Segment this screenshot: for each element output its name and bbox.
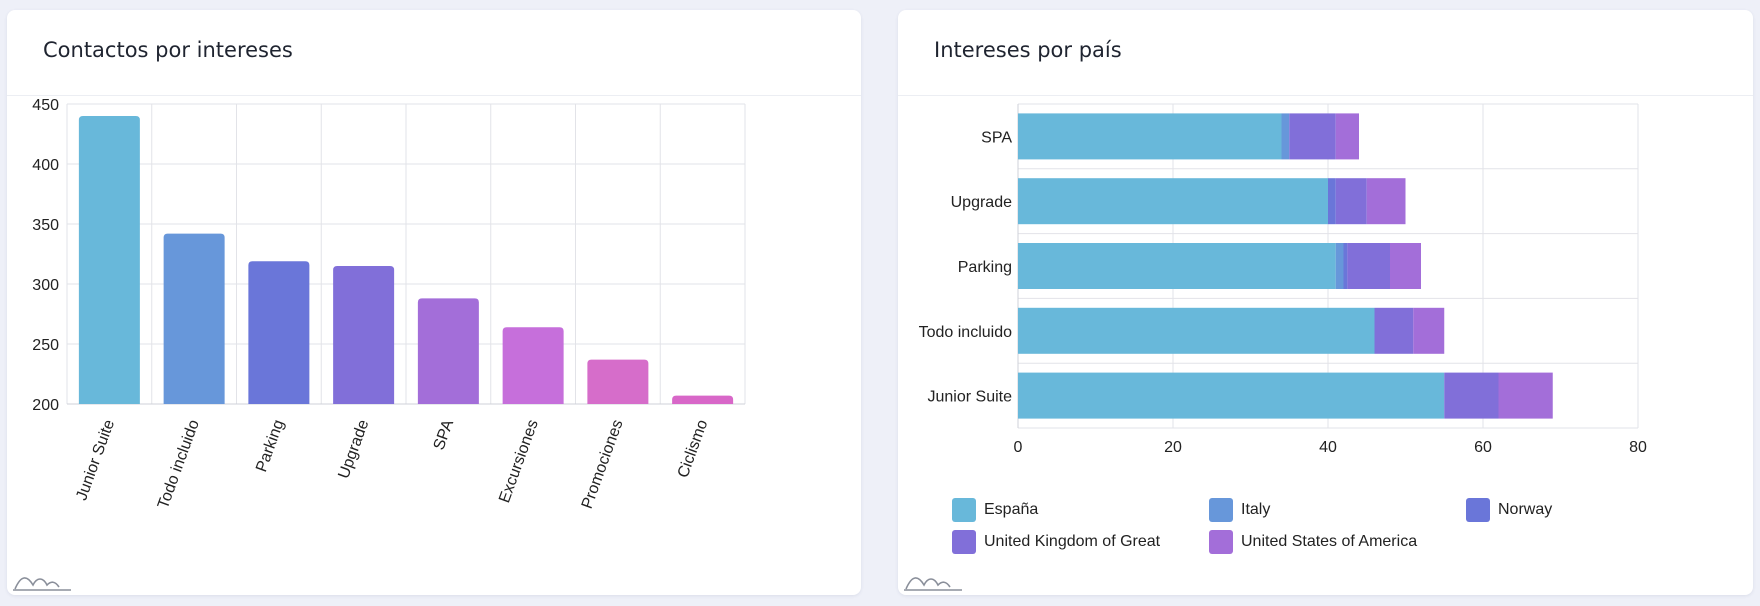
bar-segment[interactable] xyxy=(1366,178,1406,225)
legend-item[interactable]: Norway xyxy=(1466,498,1552,522)
x-tick-label: Excursiones xyxy=(496,418,542,506)
bar-segment[interactable] xyxy=(1018,178,1328,225)
x-tick-label: Junior Suite xyxy=(73,417,118,502)
bar-segment[interactable] xyxy=(1444,372,1499,419)
legend-label: España xyxy=(984,501,1039,518)
card-header xyxy=(7,10,861,96)
y-tick-label: Parking xyxy=(958,259,1012,276)
card-header xyxy=(898,10,1753,96)
x-tick-label: Parking xyxy=(253,418,288,475)
brand-logo-icon xyxy=(13,577,71,591)
contacts-bar-chart: 200 250 300 350 400 450 Junior Suite Todo inclu… xyxy=(32,97,746,512)
bar-segment[interactable] xyxy=(1413,307,1445,354)
y-tick-label: 400 xyxy=(32,157,59,174)
legend-label: Norway xyxy=(1498,501,1553,518)
x-tick-label: 40 xyxy=(1319,439,1337,456)
legend-swatch xyxy=(952,530,976,554)
bar-segment[interactable] xyxy=(1374,307,1414,354)
bar-segment[interactable] xyxy=(1281,113,1290,160)
y-tick-label: 350 xyxy=(32,217,59,234)
contacts-by-interest-card: Contactos por intereses 200 250 300 350 400 4… xyxy=(7,10,861,595)
legend-swatch xyxy=(1209,530,1233,554)
legend-label: Italy xyxy=(1241,501,1271,518)
bar[interactable] xyxy=(672,395,734,404)
x-tick-label: 20 xyxy=(1164,439,1182,456)
bar-segment[interactable] xyxy=(1498,372,1553,419)
bar-segment[interactable] xyxy=(1328,178,1336,225)
y-tick-label: Junior Suite xyxy=(928,389,1013,406)
legend-swatch xyxy=(952,498,976,522)
y-tick-label: 300 xyxy=(32,277,59,294)
bar-segment[interactable] xyxy=(1335,113,1359,160)
brand-logo-icon xyxy=(904,577,962,591)
bar-segment[interactable] xyxy=(1018,243,1336,289)
x-tick-label: 60 xyxy=(1474,439,1492,456)
y-tick-label: 450 xyxy=(32,97,59,114)
bar-segment[interactable] xyxy=(1390,243,1421,289)
panel-title: Intereses por país xyxy=(934,38,1122,62)
bar-segment[interactable] xyxy=(1347,243,1390,289)
interests-stacked-bar-chart: 0 20 40 60 80 SPA Upgrade Parking Todo incluido J… xyxy=(919,103,1647,456)
bar[interactable] xyxy=(417,298,479,404)
legend-item[interactable]: United States of America xyxy=(1209,530,1417,554)
x-tick-label: SPA xyxy=(431,417,458,452)
bar[interactable] xyxy=(333,266,395,404)
legend-item[interactable]: United Kingdom of Great xyxy=(952,530,1160,554)
interests-by-country-card: Intereses por país 0 20 40 60 80 SPA Upgrade Pa… xyxy=(898,10,1753,595)
bar-segment[interactable] xyxy=(1018,307,1375,354)
legend-label: United Kingdom of Great xyxy=(984,533,1161,550)
panel-title: Contactos por intereses xyxy=(43,38,293,62)
bar[interactable] xyxy=(163,233,225,404)
x-tick-label: Upgrade xyxy=(335,417,372,481)
bar-segment[interactable] xyxy=(1335,178,1367,225)
legend-item[interactable]: España xyxy=(952,498,1038,522)
y-tick-label: Todo incluido xyxy=(919,324,1013,341)
y-tick-label: SPA xyxy=(981,129,1012,146)
y-tick-label: 250 xyxy=(32,337,59,354)
bar[interactable] xyxy=(502,327,564,404)
bar-segment[interactable] xyxy=(1018,372,1445,419)
x-tick-label: Promociones xyxy=(579,418,627,512)
bar-segment[interactable] xyxy=(1289,113,1336,160)
y-tick-label: 200 xyxy=(32,397,59,414)
bar-segment[interactable] xyxy=(1335,243,1344,289)
bar[interactable] xyxy=(587,359,649,404)
bar[interactable] xyxy=(78,116,140,404)
y-tick-label: Upgrade xyxy=(951,194,1012,211)
x-tick-label: 0 xyxy=(1014,439,1023,456)
bar[interactable] xyxy=(248,261,310,404)
x-tick-label: Ciclismo xyxy=(675,417,712,480)
x-tick-label: Todo incluido xyxy=(155,417,203,511)
legend-swatch xyxy=(1209,498,1233,522)
legend-item[interactable]: Italy xyxy=(1209,498,1270,522)
legend-label: United States of America xyxy=(1241,533,1418,550)
bar-segment[interactable] xyxy=(1018,113,1282,160)
legend-swatch xyxy=(1466,498,1490,522)
bar-segment[interactable] xyxy=(1343,243,1348,289)
x-tick-label: 80 xyxy=(1629,439,1647,456)
